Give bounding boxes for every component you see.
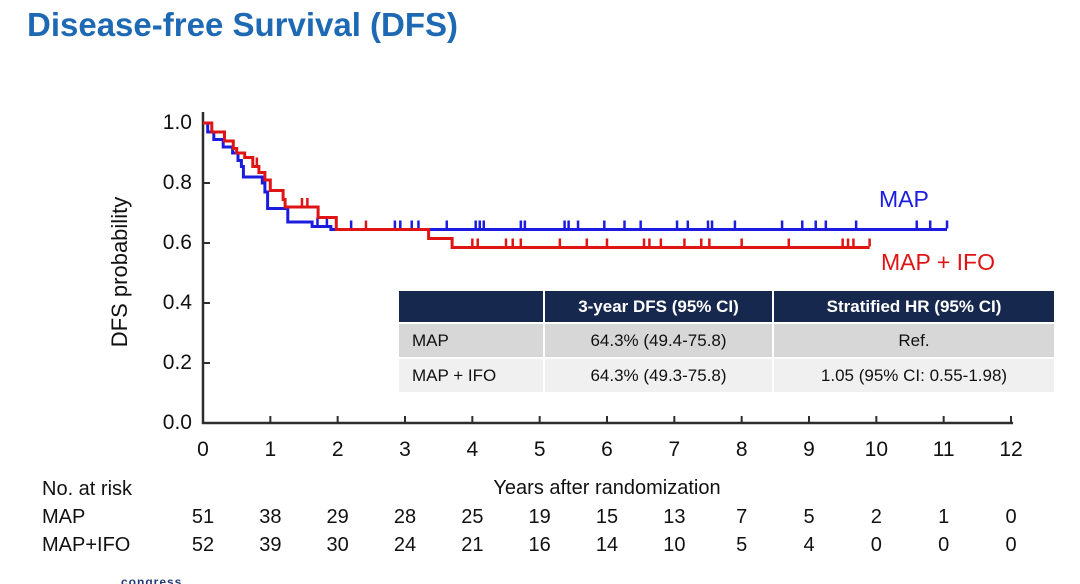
results-cell-label: MAP + IFO [397,357,545,394]
curve-label-map: MAP [879,186,929,212]
risk-count: 4 [803,534,815,556]
risk-count: 7 [736,506,748,528]
y-axis-label: DFS probability [107,196,132,348]
y-tick-label: 0.2 [162,351,192,374]
km-curve-map-ifo [203,121,870,249]
page-title: Disease-free Survival (DFS) [27,6,459,43]
risk-count: 0 [938,534,950,556]
risk-count: 28 [393,506,417,528]
y-tick-label: 0.6 [162,231,192,254]
x-tick-label: 5 [533,438,546,461]
risk-count: 39 [259,534,282,556]
x-tick-label: 1 [264,438,277,461]
results-header-hr: Stratified HR (95% CI) [772,289,1056,324]
results-cell-label: MAP [397,322,545,359]
x-tick-label: 0 [197,438,209,461]
risk-count: 15 [595,506,619,528]
risk-count: 14 [595,534,619,556]
curve-label-map-ifo: MAP + IFO [881,249,995,275]
results-table: 3-year DFS (95% CI) Stratified HR (95% C… [397,289,1056,394]
results-header-empty [397,289,545,324]
watermark-logo: congress [121,575,183,584]
x-tick-label: 9 [803,438,815,461]
risk-row-label-map: MAP [42,506,86,528]
results-row-map-ifo: MAP + IFO 64.3% (49.3-75.8) 1.05 (95% CI… [397,357,1056,394]
risk-count: 2 [870,506,882,528]
x-tick-label: 4 [466,438,479,461]
x-tick-label: 6 [601,438,613,461]
results-header-row: 3-year DFS (95% CI) Stratified HR (95% C… [397,289,1056,324]
results-cell-dfs: 64.3% (49.4-75.8) [543,322,774,359]
x-tick-label: 8 [735,438,748,461]
results-cell-hr: 1.05 (95% CI: 0.55-1.98) [772,357,1056,394]
x-tick-label: 3 [399,438,411,461]
risk-count: 29 [326,506,349,528]
x-axis-label: Years after randomization [493,477,721,499]
x-tick-label: 12 [999,438,1023,461]
y-tick-label: 0.8 [162,171,192,194]
y-tick-label: 0.4 [162,291,192,314]
results-row-map: MAP 64.3% (49.4-75.8) Ref. [397,322,1056,359]
risk-count: 1 [938,506,950,528]
risk-count: 30 [326,534,349,556]
risk-count: 21 [461,534,484,556]
risk-count: 19 [528,506,551,528]
x-tick-label: 2 [331,438,344,461]
results-header-dfs: 3-year DFS (95% CI) [543,289,774,324]
risk-count: 24 [393,534,417,556]
risk-count: 16 [528,534,551,556]
risk-count: 25 [461,506,484,528]
risk-count: 0 [1005,506,1017,528]
risk-count: 52 [191,534,215,556]
risk-row-label-map-ifo: MAP+IFO [42,534,131,556]
risk-count: 13 [663,506,686,528]
km-curve-map [203,121,947,231]
risk-count: 5 [736,534,748,556]
x-tick-label: 7 [668,438,681,461]
risk-count: 0 [1005,534,1017,556]
risk-count: 10 [663,534,686,556]
risk-count: 0 [870,534,882,556]
risk-count: 51 [191,506,215,528]
y-tick-label: 0.0 [162,411,192,434]
x-tick-label: 11 [932,438,955,461]
y-tick-label: 1.0 [162,111,192,134]
risk-table-title: No. at risk [42,478,133,500]
results-cell-dfs: 64.3% (49.3-75.8) [543,357,774,394]
results-cell-hr: Ref. [772,322,1056,359]
risk-count: 5 [803,506,815,528]
risk-count: 38 [259,506,282,528]
x-tick-label: 10 [864,438,888,461]
